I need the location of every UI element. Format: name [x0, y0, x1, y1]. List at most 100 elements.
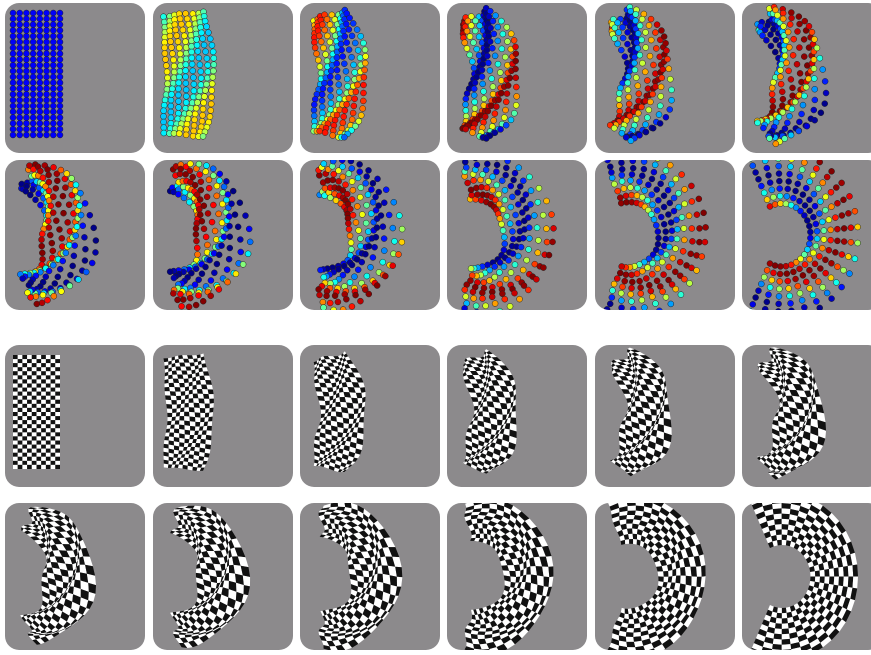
particle: [17, 51, 23, 57]
particle: [468, 23, 474, 29]
particle: [343, 21, 349, 27]
particle: [462, 40, 468, 46]
particle: [664, 48, 670, 54]
particle: [356, 227, 362, 233]
particle: [320, 299, 326, 305]
particle: [777, 74, 783, 80]
particle: [822, 207, 828, 213]
checker-cell: [195, 422, 200, 427]
particle: [23, 27, 29, 33]
particle: [211, 62, 217, 68]
particle: [334, 55, 340, 61]
particle: [646, 107, 652, 113]
particle: [10, 91, 16, 97]
particle: [198, 187, 204, 193]
particle: [607, 164, 613, 170]
particle: [643, 29, 649, 35]
checker-cell: [18, 412, 23, 416]
particle: [189, 49, 195, 55]
checker-cell: [331, 634, 339, 637]
checker-cell: [32, 388, 37, 392]
particle: [810, 172, 816, 178]
checker-cell: [41, 449, 46, 453]
checker-cell: [176, 412, 180, 417]
particle: [57, 16, 63, 22]
particle: [362, 251, 368, 257]
checker-cell: [51, 363, 56, 367]
checker-cell: [46, 416, 51, 420]
particle: [517, 296, 523, 302]
particle: [10, 103, 16, 109]
checker-cell: [41, 408, 46, 412]
particle: [30, 126, 36, 132]
particle: [354, 27, 360, 33]
particle: [45, 218, 51, 224]
particle: [240, 261, 246, 267]
particle: [471, 295, 477, 301]
checker-cell: [55, 432, 60, 436]
particle: [490, 18, 496, 24]
particle: [186, 111, 192, 117]
particle: [56, 226, 62, 232]
particle: [316, 33, 322, 39]
checker-cell: [204, 417, 208, 422]
checker-cell: [193, 394, 199, 399]
checker-cell: [180, 407, 184, 412]
particle: [681, 276, 687, 282]
checker-cell: [191, 366, 196, 370]
checker-cell: [46, 400, 51, 404]
checker-cell: [189, 451, 194, 455]
particle: [63, 250, 69, 256]
particle: [652, 162, 658, 168]
particle: [673, 286, 679, 292]
checker-cell: [167, 421, 171, 425]
particle: [341, 61, 347, 67]
particle: [183, 56, 189, 62]
checker-cell: [32, 408, 37, 412]
particle: [332, 293, 338, 299]
particle: [499, 291, 505, 297]
particle: [327, 39, 333, 45]
checker-cell: [37, 412, 42, 416]
checker-cell: [170, 425, 174, 429]
particle: [375, 176, 381, 182]
particle: [23, 68, 29, 74]
checker-cell: [481, 498, 490, 504]
particle: [510, 251, 516, 257]
particle: [351, 274, 357, 280]
particle: [50, 74, 56, 80]
checker-cell: [165, 383, 170, 387]
particle: [649, 192, 655, 198]
checker-cell: [172, 370, 177, 374]
particle: [806, 223, 812, 229]
particle: [197, 196, 203, 202]
particle: [513, 51, 519, 57]
checker-cell: [184, 416, 190, 421]
checker-cell: [364, 577, 370, 583]
checker-cell: [169, 387, 175, 392]
particle: [804, 152, 810, 158]
checker-cell: [190, 426, 195, 431]
particle: [797, 70, 803, 76]
particle: [165, 75, 171, 81]
particle: [644, 312, 650, 318]
particle: [799, 167, 805, 173]
particle: [624, 41, 630, 47]
checker-cell: [13, 461, 18, 465]
particle: [176, 74, 182, 80]
particle: [57, 45, 63, 51]
particle: [524, 257, 530, 263]
particle: [656, 112, 662, 118]
particle: [467, 34, 473, 40]
panel: [595, 345, 735, 487]
particle: [317, 64, 323, 70]
particle: [69, 175, 75, 181]
particle: [10, 120, 16, 126]
particle: [65, 219, 71, 225]
particle: [505, 158, 511, 164]
checker-cell: [171, 421, 175, 425]
particle: [500, 228, 506, 234]
particle: [357, 298, 363, 304]
particle: [667, 106, 673, 112]
particle: [779, 89, 785, 95]
